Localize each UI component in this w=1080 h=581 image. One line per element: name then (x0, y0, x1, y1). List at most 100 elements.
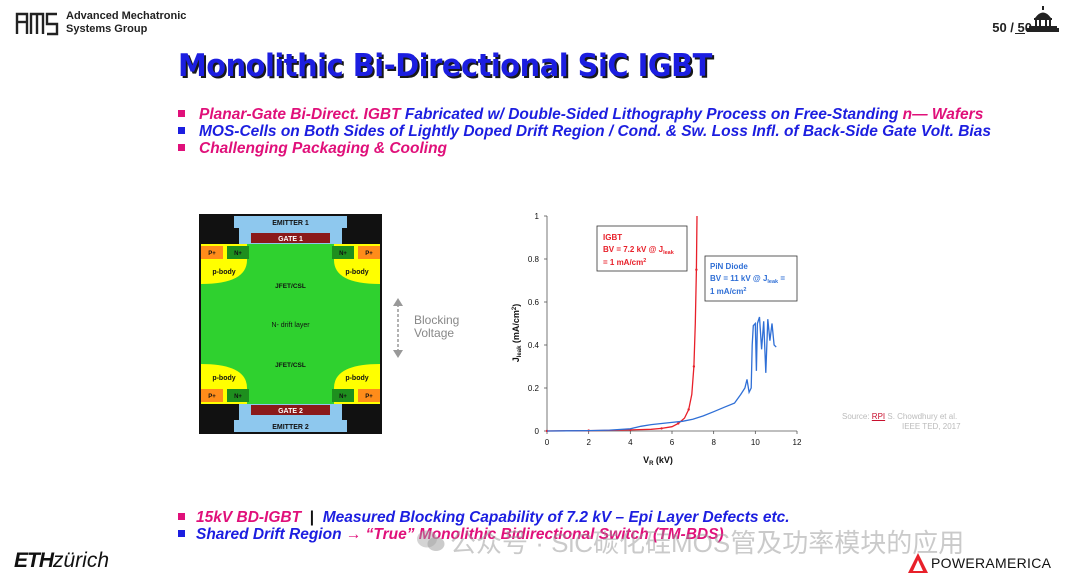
bullet-square-icon (178, 127, 185, 135)
emitter2-label: EMITTER 2 (272, 424, 309, 431)
x-tick-label: 6 (670, 438, 675, 447)
y-axis-label-end: ) (511, 304, 521, 307)
x-tick-label: 8 (711, 438, 716, 447)
bottom-bullet-2-b: “True” Monolithic Bidirectional Switch (… (365, 526, 724, 543)
x-tick-label: 10 (751, 438, 760, 447)
bottom-bullet-1-a: 15kV BD-IGBT (196, 509, 302, 526)
jfet-label-bottom: JFET/CSL (275, 362, 306, 369)
bullet-square-icon (178, 144, 185, 152)
x-tick-label: 12 (793, 438, 802, 447)
drift-label: N- drift layer (271, 322, 310, 329)
y-tick-label: 1 (535, 212, 540, 221)
source-citation: Source: RPI S. Chowdhury et al. IEEE TED… (842, 412, 961, 432)
pin-annotation-box (704, 255, 798, 302)
pplus-label: P+ (208, 394, 216, 400)
source-prefix: Source: (842, 412, 872, 421)
igbt-data-point (687, 408, 690, 411)
bottom-bullet-1-b: Measured Blocking Capability of 7.2 kV –… (322, 509, 790, 526)
pbody-label: p-body (212, 269, 235, 276)
pin-diode-series-line (546, 316, 777, 432)
bottom-bullet-2-a: Shared Drift Region (196, 526, 342, 543)
igbt-data-point (677, 422, 680, 425)
pin-annotation-sup: 2 (743, 287, 746, 293)
nplus-label: N+ (234, 251, 242, 257)
bullet-square-icon (178, 110, 185, 118)
bullet-1-part-c: n— Wafers (902, 106, 984, 123)
igbt-annotation-line1: IGBT (603, 233, 622, 242)
eth-logo-bold: ETH (14, 549, 54, 572)
x-tick-label: 2 (586, 438, 591, 447)
igbt-annotation-sup: 2 (643, 258, 646, 264)
bottom-bullet-1-sep: | (309, 509, 315, 526)
y-axis-label-rest: (mA/cm (511, 310, 521, 346)
source-rpi-link[interactable]: RPI (871, 412, 886, 421)
y-axis-label-sup: 2 (512, 306, 518, 310)
eth-zurich-logo: ETHzürich (14, 549, 109, 573)
nplus-label: N+ (234, 394, 242, 400)
y-axis-label: Jleak (mA/cm2) (511, 304, 523, 363)
org-line1: Advanced Mechatronic (66, 10, 187, 22)
bottom-bullet-1: 15kV BD-IGBT | Measured Blocking Capabil… (178, 509, 790, 527)
leakage-current-chart: 0 2 4 6 8 10 12 0 0.2 0.4 0.6 0.8 1 IGBT BV = 7.2 kV… (511, 212, 802, 467)
pin-annotation-line3-main: 1 mA/cm (710, 287, 743, 296)
y-tick-label: 0.4 (528, 341, 540, 350)
pplus-label: P+ (365, 251, 373, 257)
page-divider (1015, 33, 1025, 34)
ams-logo-icon (15, 12, 59, 36)
y-axis-label-main: J (511, 357, 521, 362)
igbt-data-point (660, 427, 663, 430)
pin-annotation-line2-sub: leak (767, 279, 779, 285)
igbt-annotation-line2-main: BV = 7.2 kV @ J (603, 245, 663, 254)
x-tick-label: 0 (545, 438, 550, 447)
blocking-label-line1: Blocking (414, 313, 460, 327)
pplus-label: P+ (208, 251, 216, 257)
slide-title: Monolithic Bi-Directional SiC IGBT (178, 48, 712, 84)
pin-annotation-line3: 1 mA/cm2 (710, 287, 746, 296)
gate2-label: GATE 2 (278, 408, 303, 415)
source-line1: Source: RPI S. Chowdhury et al. (842, 412, 961, 422)
device-cross-section-diagram: EMITTER 1 GATE 1 P+ P+ N+ N+ p-body p-bo… (199, 214, 382, 434)
capitol-building-icon (1027, 6, 1059, 32)
wechat-watermark-icon (417, 530, 445, 551)
org-name: Advanced Mechatronic Systems Group (66, 10, 186, 36)
bullet-2-text: MOS-Cells on Both Sides of Lightly Doped… (199, 123, 991, 140)
x-axis-label-main: V (643, 455, 649, 465)
pin-annotation-line2-main: BV = 11 kV @ J (710, 274, 767, 283)
blocking-voltage-label: Blocking Voltage (414, 314, 459, 340)
y-tick-label: 0 (535, 427, 540, 436)
y-tick-label: 0.2 (528, 384, 540, 393)
x-tick-label: 4 (628, 438, 633, 447)
igbt-annotation-box (596, 225, 688, 272)
x-axis-label-rest: (kV) (653, 455, 673, 465)
igbt-data-point (692, 365, 696, 368)
igbt-annotation-line3: = 1 mA/cm2 (603, 258, 646, 267)
gate1-label: GATE 1 (278, 236, 303, 243)
bullet-square-icon (178, 513, 185, 521)
power-america-logo-icon (908, 553, 928, 573)
pbody-label: p-body (345, 269, 368, 276)
slide-title-shadow: Monolithic Bi-Directional SiC IGBT (180, 50, 714, 86)
blocking-voltage-arrow-icon (393, 298, 403, 358)
bottom-bullet-2-arrow: → (345, 526, 362, 543)
chart-series (545, 215, 777, 433)
pbody-label: p-body (212, 375, 235, 382)
igbt-annotation-line3-main: = 1 mA/cm (603, 258, 643, 267)
bullet-1-part-b: Fabricated w/ Double-Sided Lithography P… (404, 106, 903, 123)
watermark-text: 公众号 · SiC碳化硅MOS管及功率模块的应用 (450, 528, 965, 558)
power-america-logo-text: POWERAMERICA (931, 555, 1052, 571)
bullet-3-text: Challenging Packaging & Cooling (199, 140, 448, 157)
pin-annotation-line2: BV = 11 kV @ Jleak = (710, 274, 785, 285)
x-axis-label: VR (kV) (643, 455, 673, 467)
nplus-label: N+ (339, 251, 347, 257)
pplus-label: P+ (365, 394, 373, 400)
eth-logo-rest: zürich (53, 549, 110, 572)
x-axis-label-sub: R (649, 461, 654, 467)
bullet-3: Challenging Packaging & Cooling (178, 140, 447, 158)
pbody-label: p-body (345, 375, 368, 382)
bottom-bullet-2: Shared Drift Region → “True” Monolithic … (178, 526, 724, 544)
y-tick-label: 0.6 (528, 298, 540, 307)
blocking-label-line2: Voltage (414, 326, 455, 340)
emitter1-label: EMITTER 1 (272, 220, 309, 227)
bullet-1: Planar-Gate Bi-Direct. IGBT Fabricated w… (178, 106, 983, 124)
igbt-data-point (695, 268, 698, 271)
